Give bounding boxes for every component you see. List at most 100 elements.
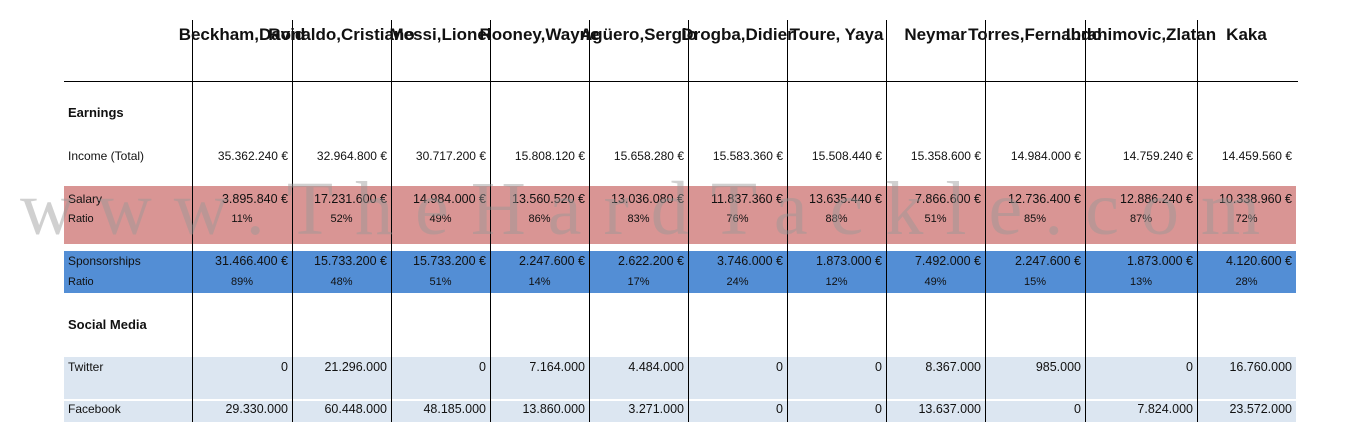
cell-salary: 13.560.520 € [512, 192, 585, 206]
column-divider [1197, 20, 1198, 422]
cell-facebook: 60.448.000 [324, 402, 387, 416]
column-header-line1: Agüero, [579, 25, 645, 44]
cell-salary-ratio: 86% [528, 213, 551, 225]
cell-income: 15.808.120 € [514, 149, 585, 163]
cell-facebook: 7.824.000 [1137, 402, 1193, 416]
column-header-line2: Wayne [545, 25, 600, 44]
column-divider [985, 20, 986, 422]
cell-sponsorships: 15.733.200 € [413, 254, 486, 268]
cell-salary: 14.984.000 € [413, 192, 486, 206]
row-label-spons-ratio: Ratio [68, 276, 94, 288]
column-divider [192, 20, 193, 422]
section-earnings: Earnings [68, 105, 124, 120]
column-divider [886, 20, 887, 422]
cell-salary: 7.866.600 € [914, 192, 981, 206]
cell-twitter: 985.000 [1035, 360, 1081, 374]
cell-sponsorships: 15.733.200 € [314, 254, 387, 268]
cell-income: 32.964.800 € [316, 149, 387, 163]
cell-twitter: 0 [1186, 360, 1193, 374]
cell-income: 15.583.360 € [712, 149, 783, 163]
cell-sponsorships: 1.873.000 € [1126, 254, 1193, 268]
cell-salary: 13.036.080 € [611, 192, 684, 206]
column-header-line1: Rooney, [479, 25, 546, 44]
cell-twitter: 7.164.000 [529, 360, 585, 374]
column-header-line1: Messi, [389, 25, 442, 44]
column-header-line2: Zlatan [1166, 25, 1217, 44]
cell-sponsorships: 2.247.600 € [518, 254, 585, 268]
cell-income: 14.759.240 € [1122, 149, 1193, 163]
cell-spons-ratio: 48% [330, 276, 353, 288]
column-header: Rooney, Wayne [480, 22, 600, 82]
cell-salary-ratio: 83% [627, 213, 650, 225]
cell-salary-ratio: 76% [726, 213, 749, 225]
cell-salary-ratio: 49% [429, 213, 452, 225]
column-header: Agüero, Sergio [580, 22, 697, 82]
cell-salary-ratio: 87% [1129, 213, 1153, 225]
cell-income: 15.658.280 € [613, 149, 684, 163]
cell-salary: 13.635.440 € [809, 192, 882, 206]
row-label-sponsorships: Sponsorships [68, 254, 141, 268]
cell-spons-ratio: 24% [726, 276, 749, 288]
cell-twitter: 0 [875, 360, 882, 374]
column-header: Drogba, Didier [681, 22, 793, 82]
column-header: Torres, Fernando [968, 22, 1102, 82]
column-header: Neymar [886, 22, 985, 82]
cell-facebook: 48.185.000 [423, 402, 486, 416]
cell-salary: 12.886.240 € [1120, 192, 1193, 206]
column-divider [292, 20, 293, 422]
column-header-line1: Toure, Yaya [789, 25, 884, 44]
column-header-line2: Didier [745, 25, 794, 44]
cell-spons-ratio: 15% [1023, 276, 1047, 288]
cell-salary: 17.231.600 € [314, 192, 387, 206]
cell-salary: 3.895.840 € [221, 192, 288, 206]
cell-sponsorships: 1.873.000 € [815, 254, 882, 268]
column-header-line1: Ronaldo, [268, 25, 342, 44]
column-divider [688, 20, 689, 422]
column-header-line1: Ibrahimovic, [1065, 25, 1167, 44]
cell-sponsorships: 4.120.600 € [1225, 254, 1292, 268]
cell-spons-ratio: 49% [924, 276, 947, 288]
cell-twitter: 0 [281, 360, 288, 374]
cell-spons-ratio: 89% [230, 276, 254, 288]
cell-salary-ratio: 72% [1235, 213, 1258, 225]
column-header-line1: Neymar [904, 25, 967, 44]
cell-sponsorships: 7.492.000 € [914, 254, 981, 268]
row-label-facebook: Facebook [68, 402, 121, 416]
cell-salary-ratio: 51% [924, 213, 947, 225]
cell-twitter: 21.296.000 [324, 360, 387, 374]
column-header-line2: Fernando [1024, 25, 1102, 44]
cell-facebook: 0 [776, 402, 783, 416]
cell-spons-ratio: 13% [1129, 276, 1153, 288]
section-social-media: Social Media [68, 317, 147, 332]
cell-twitter: 8.367.000 [925, 360, 981, 374]
cell-salary: 11.837.360 € [710, 192, 783, 206]
cell-spons-ratio: 14% [528, 276, 551, 288]
cell-twitter: 0 [479, 360, 486, 374]
column-header-line2: Sergio [644, 25, 698, 44]
cell-spons-ratio: 28% [1235, 276, 1258, 288]
cell-salary: 10.338.960 € [1219, 192, 1292, 206]
column-header: Kaka [1197, 22, 1296, 82]
header-underline [64, 81, 1298, 82]
cell-income: 15.508.440 € [811, 149, 882, 163]
cell-facebook: 0 [1074, 402, 1081, 416]
column-header-line2: Cristiano [341, 25, 415, 44]
cell-income: 30.717.200 € [415, 149, 486, 163]
column-divider [391, 20, 392, 422]
cell-spons-ratio: 17% [627, 276, 650, 288]
cell-facebook: 13.860.000 [522, 402, 585, 416]
cell-spons-ratio: 51% [429, 276, 452, 288]
column-divider [787, 20, 788, 422]
column-header-line1: Beckham, [178, 25, 260, 44]
column-header-line2: Lionel [441, 25, 492, 44]
cell-facebook: 3.271.000 [628, 402, 684, 416]
cell-salary-ratio: 11% [231, 213, 253, 225]
cell-twitter: 4.484.000 [628, 360, 684, 374]
cell-income: 14.984.000 € [1010, 149, 1081, 163]
column-divider [589, 20, 590, 422]
column-header-line1: Drogba, [681, 25, 746, 44]
column-header: Messi, Lionel [389, 22, 492, 82]
row-label-income: Income (Total) [68, 149, 145, 163]
cell-income: 35.362.240 € [217, 149, 288, 163]
cell-sponsorships: 2.247.600 € [1014, 254, 1081, 268]
